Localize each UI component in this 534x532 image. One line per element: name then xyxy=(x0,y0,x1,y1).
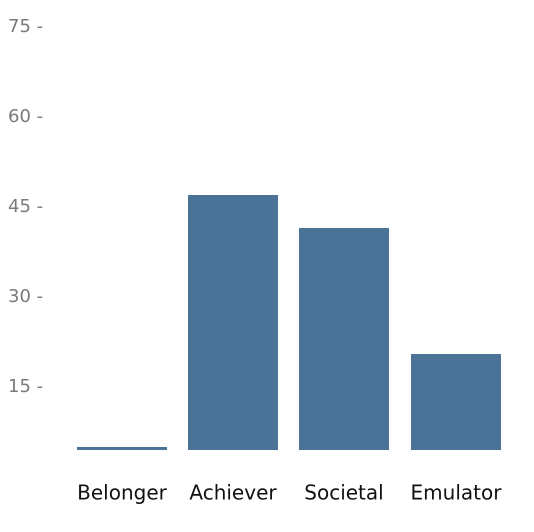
y-tick-label: 45 - xyxy=(8,196,43,217)
x-tick-label-emulator: Emulator xyxy=(411,481,503,505)
bar-belonger xyxy=(77,447,167,450)
y-tick-label: 15 - xyxy=(8,376,43,397)
x-tick-label-achiever: Achiever xyxy=(189,481,277,505)
bar-achiever xyxy=(188,195,278,450)
x-axis: Belonger Achiever Societal Emulator xyxy=(77,481,502,505)
x-tick-label-belonger: Belonger xyxy=(77,481,167,505)
bar-emulator xyxy=(411,354,501,450)
y-tick-label: 30 - xyxy=(8,286,43,307)
bars xyxy=(77,195,501,450)
y-axis: 15 - 30 - 45 - 60 - 75 - xyxy=(8,16,43,397)
y-tick-label: 75 - xyxy=(8,16,43,37)
y-tick-label: 60 - xyxy=(8,106,43,127)
bar-societal xyxy=(299,228,389,450)
x-tick-label-societal: Societal xyxy=(304,481,383,505)
